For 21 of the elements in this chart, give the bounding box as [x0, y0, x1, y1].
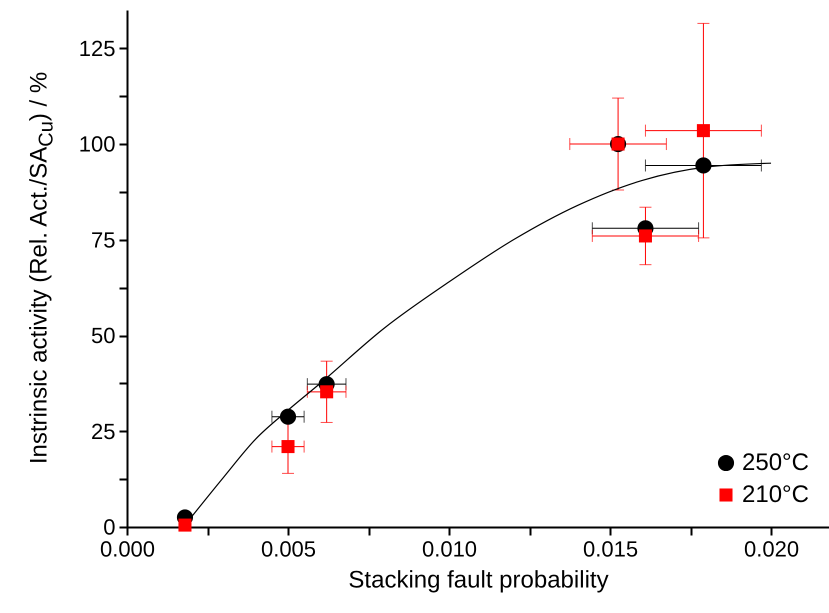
point [178, 518, 192, 532]
point [695, 157, 712, 174]
point [696, 124, 710, 138]
legend-label: 250°C [742, 449, 809, 476]
x-tick-label: 0.000 [100, 536, 156, 562]
y-tick-label: 100 [78, 132, 116, 157]
point [320, 385, 334, 398]
y-tick-label: 125 [78, 36, 116, 61]
legend-label: 210°C [742, 481, 809, 508]
x-tick-label: 0.005 [260, 536, 316, 562]
x-axis-title: Stacking fault probability [348, 566, 609, 594]
x-tick-label: 0.020 [744, 536, 800, 562]
point [281, 440, 295, 454]
x-tick-label: 0.015 [582, 536, 638, 562]
x-tick-label: 0.010 [422, 536, 478, 562]
y-tick-label: 25 [91, 418, 116, 444]
point [280, 408, 296, 425]
y-tick-label: 50 [91, 323, 116, 348]
y-tick-label: 75 [91, 227, 116, 252]
point [638, 229, 652, 242]
y-tick-label: 0 [103, 514, 116, 540]
